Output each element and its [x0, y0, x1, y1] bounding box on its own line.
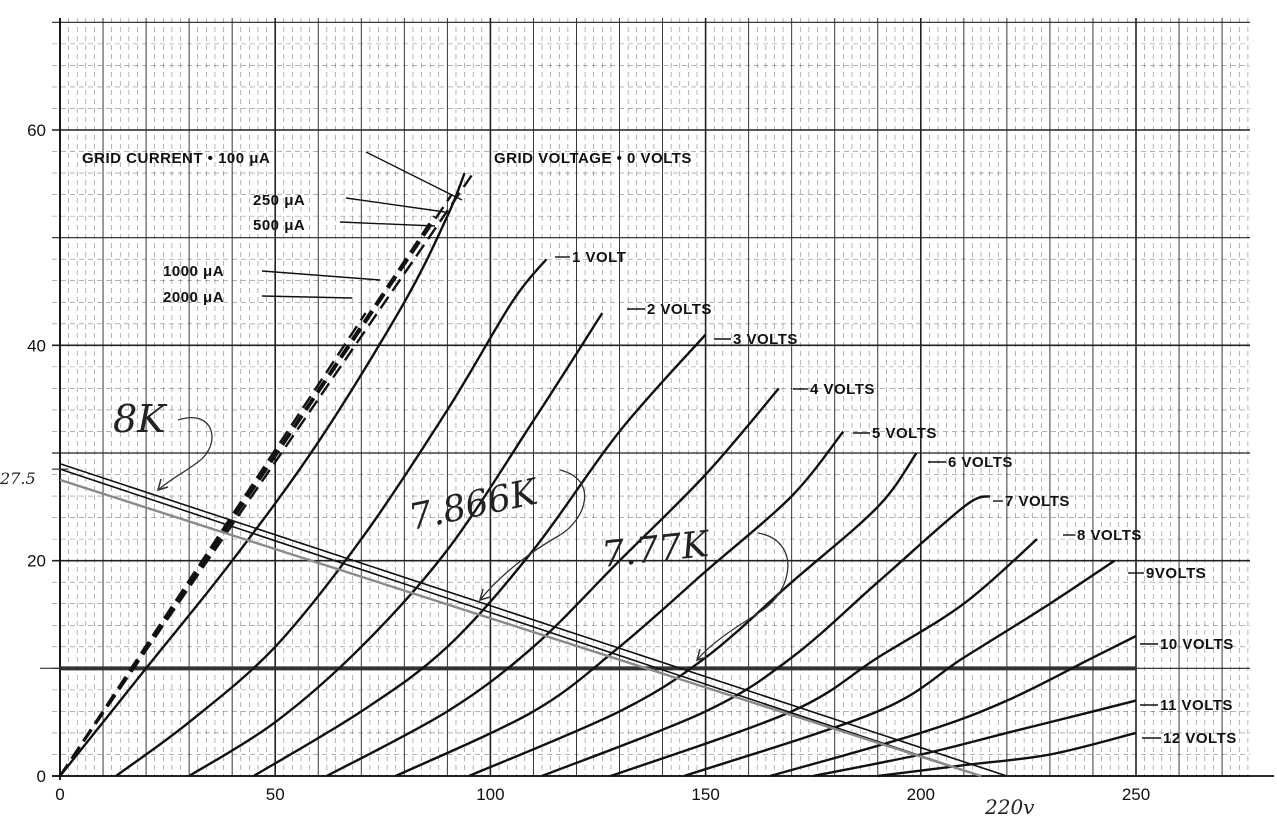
grid-current-line — [59, 172, 475, 777]
plate-curve-label: 7 VOLTS — [1005, 493, 1070, 510]
plate-curve-label: GRID VOLTAGE • 0 VOLTS — [494, 150, 692, 167]
arrow-8k-head — [156, 478, 169, 492]
plate-curve-label: 9VOLTS — [1146, 565, 1206, 582]
grid-current-label: 250 μA — [253, 192, 305, 209]
load-line — [59, 463, 1008, 777]
plate-curve — [877, 731, 1137, 778]
arrow-7866k-head — [478, 588, 491, 602]
plate-curve — [115, 258, 548, 777]
x-tick-label: 100 — [476, 785, 504, 804]
grid-current-leader — [365, 151, 463, 201]
y-tick-label: 20 — [27, 552, 46, 571]
y-intercept-label: 27.5 — [0, 469, 36, 488]
plate-curve-label: 8 VOLTS — [1077, 527, 1142, 544]
plate-curve-label: 1 VOLT — [572, 249, 626, 266]
plate-curve — [326, 387, 780, 778]
x-tick-label: 200 — [907, 785, 935, 804]
grid-current-label: 500 μA — [253, 217, 305, 234]
load-label-8k: 8K — [113, 397, 168, 441]
arrow-8k — [157, 417, 213, 491]
grid-current-leader — [261, 270, 381, 281]
plate-curve — [769, 634, 1137, 778]
y-tick-label: 0 — [37, 767, 46, 786]
plate-curve — [812, 699, 1137, 778]
grid-current-leader — [339, 221, 436, 227]
grid-current-label: 1000 μA — [163, 263, 224, 280]
grid-current-leader — [345, 197, 446, 213]
load-line — [59, 468, 982, 777]
grid-current-lines — [58, 172, 475, 777]
y-tick-label: 60 — [27, 121, 46, 140]
grid-current-label: GRID CURRENT • 100 μA — [82, 150, 270, 167]
plate-curve-label: 11 VOLTS — [1160, 697, 1233, 714]
load-label-7866k: 7.866K — [405, 471, 543, 539]
plate-curve-label: 6 VOLTS — [948, 454, 1013, 471]
plate-curve-label: 10 VOLTS — [1160, 636, 1234, 653]
axis-tick-labels: 0 50 100 150 200 250 0 20 40 60 — [27, 121, 1150, 804]
grid-current-leader — [261, 295, 353, 299]
grid-current-line — [59, 269, 401, 777]
plate-curve-label: 5 VOLTS — [872, 425, 937, 442]
plate-curve — [395, 430, 845, 778]
grid-current-line — [58, 312, 367, 777]
plate-curves — [59, 172, 1137, 778]
grid — [52, 18, 1274, 780]
plate-curve — [683, 559, 1116, 778]
plate-curve-label: 4 VOLTS — [810, 381, 875, 398]
curve-labels: GRID CURRENT • 100 μA 250 μA 500 μA 1000 μA… — [82, 150, 1237, 747]
plate-curve — [610, 538, 1038, 778]
plate-curve — [188, 312, 604, 778]
arrow-7866k — [479, 469, 586, 601]
x-tick-label: 250 — [1122, 785, 1150, 804]
plate-curve — [253, 333, 707, 778]
arrow-777k — [696, 532, 789, 661]
load-lines — [59, 463, 1008, 778]
plate-curve-label: 12 VOLTS — [1163, 730, 1237, 747]
plate-curve — [541, 494, 991, 778]
plate-curve-label: 3 VOLTS — [733, 331, 798, 348]
plate-curve — [59, 172, 466, 777]
arrow-777k-head — [695, 648, 708, 662]
y-tick-label: 40 — [27, 336, 46, 355]
plate-curve — [468, 452, 918, 778]
x-tick-label: 50 — [266, 785, 285, 804]
load-label-777k: 7.77K — [600, 524, 713, 576]
x-tick-label: 150 — [691, 785, 719, 804]
x-tick-label: 0 — [55, 785, 64, 804]
grid-current-label: 2000 μA — [163, 289, 224, 306]
plate-curve-label: 2 VOLTS — [647, 301, 712, 318]
load-line — [59, 478, 982, 778]
x-intercept-label: 220v — [984, 795, 1035, 819]
